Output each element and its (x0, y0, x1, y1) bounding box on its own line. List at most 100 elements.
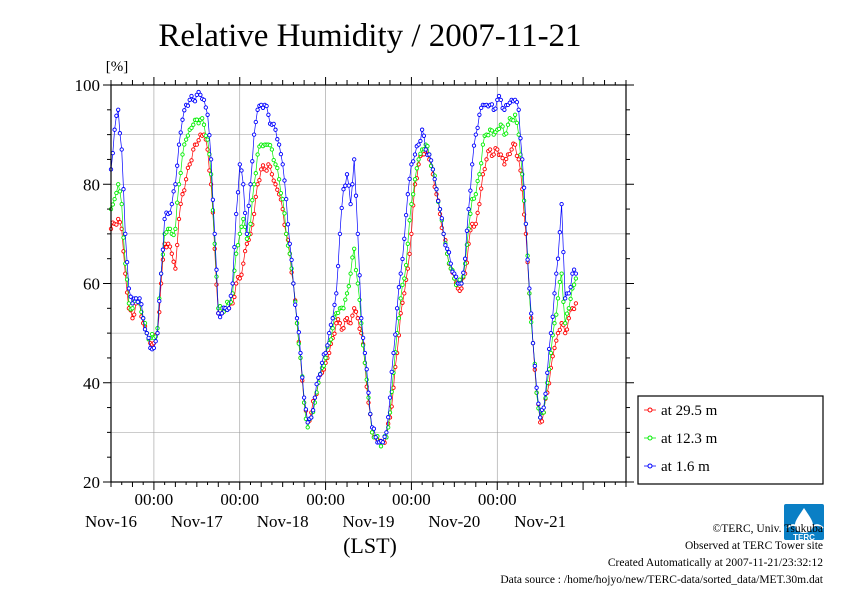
data-point (328, 322, 334, 328)
data-point (117, 131, 123, 136)
data-point (532, 363, 537, 369)
data-point (260, 163, 266, 168)
data-point (203, 105, 208, 110)
data-point (407, 218, 412, 223)
legend-label: at 1.6 m (661, 459, 710, 475)
data-point (135, 299, 140, 305)
terc-logo-text: TERC (793, 533, 815, 542)
data-point (471, 196, 477, 201)
data-point (521, 185, 527, 190)
data-point (314, 381, 319, 387)
data-point (155, 330, 160, 336)
data-point (496, 93, 502, 99)
data-point (219, 311, 225, 316)
data-point (114, 222, 119, 227)
data-point (330, 326, 335, 331)
legend: at 29.5 m at 12.3 m at 1.6 m (637, 395, 824, 485)
data-point (242, 210, 248, 216)
data-point (185, 165, 191, 171)
data-point (500, 155, 505, 161)
x-tick-day-label: Nov-16 (85, 512, 137, 531)
data-point (548, 330, 554, 336)
data-point (430, 167, 436, 172)
data-point (173, 226, 178, 232)
data-point (293, 302, 298, 307)
data-point (194, 142, 199, 147)
data-point (468, 188, 473, 193)
y-tick-label: 100 (75, 76, 101, 95)
data-point (114, 190, 119, 196)
data-point (457, 277, 462, 282)
data-point (183, 177, 189, 182)
data-point (368, 411, 373, 417)
data-point (419, 127, 425, 132)
x-tick-day-label: Nov-19 (343, 512, 395, 531)
data-point (350, 182, 355, 187)
data-point (475, 178, 480, 184)
x-tick-day-label: Nov-18 (257, 512, 309, 531)
data-point (452, 271, 457, 276)
data-point (180, 117, 185, 122)
data-point (555, 330, 561, 336)
data-point (425, 143, 430, 149)
data-point (175, 242, 180, 248)
data-point (512, 142, 518, 147)
data-point (124, 259, 130, 265)
wave-icon (786, 524, 824, 532)
data-point (362, 350, 368, 356)
data-point (162, 216, 167, 222)
data-point (234, 251, 239, 256)
data-point (264, 103, 269, 109)
data-point (470, 162, 475, 167)
legend-marker (647, 407, 653, 413)
data-point (571, 306, 577, 312)
data-point (479, 161, 484, 166)
x-tick-day-label: Nov-20 (428, 512, 480, 531)
data-point (352, 157, 357, 162)
data-point (348, 201, 353, 207)
data-point (555, 296, 561, 301)
x-tick-day-label: Nov-17 (171, 512, 223, 531)
data-point (552, 291, 557, 296)
data-point (327, 330, 332, 336)
data-point (142, 327, 148, 332)
data-point (310, 408, 316, 413)
data-point (180, 192, 185, 197)
data-point (228, 293, 233, 299)
data-point (525, 257, 530, 262)
data-point (200, 116, 205, 121)
data-point (269, 172, 275, 177)
data-point (341, 187, 346, 192)
data-point (303, 407, 309, 412)
data-source-text: Data source : /home/hojyo/new/TERC-data/… (500, 574, 823, 586)
data-point (403, 212, 409, 218)
data-point (489, 128, 495, 133)
data-point (491, 152, 496, 157)
data-point (230, 281, 235, 286)
data-point (341, 306, 346, 311)
legend-marker (647, 435, 653, 441)
data-point (402, 236, 407, 241)
data-point (241, 216, 246, 222)
data-point (554, 271, 559, 276)
data-point (480, 172, 486, 177)
data-point (344, 172, 350, 177)
legend-label: at 29.5 m (661, 403, 718, 419)
data-point (409, 231, 414, 237)
data-point (405, 266, 410, 271)
x-tick-time-label: 00:00 (135, 490, 174, 509)
data-point (253, 119, 258, 125)
data-point (543, 391, 548, 396)
data-point (407, 176, 412, 182)
data-point (296, 330, 301, 335)
water-drop-icon (795, 508, 813, 533)
data-point (391, 350, 396, 356)
data-point (210, 197, 216, 202)
data-point (559, 271, 564, 276)
data-point (335, 263, 341, 269)
data-point (237, 276, 242, 281)
data-point (198, 92, 203, 98)
data-point (205, 137, 210, 142)
data-point (366, 390, 371, 395)
data-point (341, 326, 346, 331)
